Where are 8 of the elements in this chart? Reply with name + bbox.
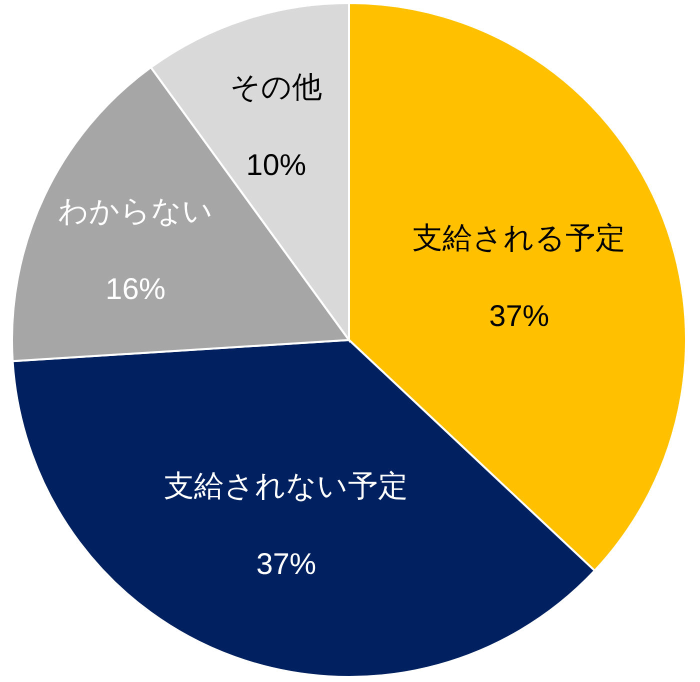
data-label: 37% [256,548,316,581]
slice-label: その他 [230,71,322,104]
slice-label: わからない [58,195,214,228]
data-label: 16% [106,273,166,306]
slice-label: 支給されない予定 [164,470,408,503]
slice-label: 支給される予定 [412,222,626,255]
data-label: 37% [489,300,550,333]
data-label: 10% [246,149,306,182]
